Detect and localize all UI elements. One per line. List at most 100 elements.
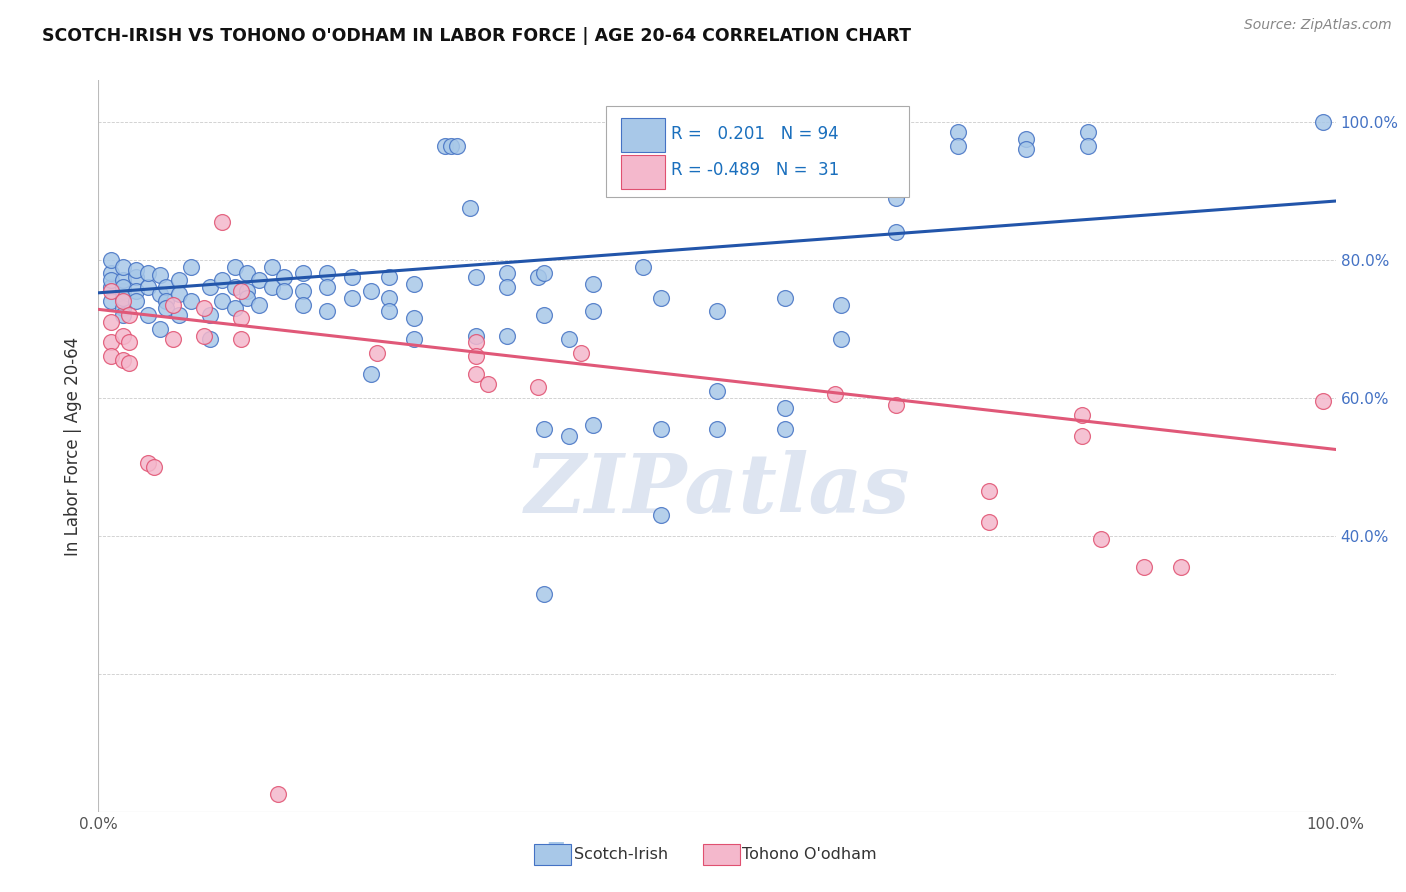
Point: [824, 387, 846, 401]
Point: [291, 284, 314, 298]
Point: [464, 367, 486, 381]
Text: Scotch-Irish: Scotch-Irish: [574, 847, 668, 862]
Point: [149, 268, 172, 282]
Point: [143, 459, 166, 474]
Point: [830, 332, 852, 346]
Text: ZIPatlas: ZIPatlas: [524, 450, 910, 530]
Point: [582, 277, 605, 291]
Point: [118, 308, 141, 322]
Point: [533, 422, 555, 436]
Point: [316, 267, 339, 281]
Point: [229, 332, 252, 346]
Point: [100, 267, 122, 281]
Point: [149, 287, 172, 301]
Point: [557, 428, 579, 442]
Point: [433, 138, 456, 153]
Point: [706, 422, 728, 436]
Point: [112, 291, 135, 305]
Point: [180, 294, 202, 309]
Point: [360, 284, 382, 298]
Point: [291, 297, 314, 311]
Point: [650, 508, 672, 522]
Point: [100, 280, 122, 294]
Point: [112, 308, 135, 322]
Point: [273, 269, 295, 284]
Point: [112, 294, 135, 309]
Point: [1133, 559, 1156, 574]
Point: [112, 284, 135, 298]
Point: [464, 349, 486, 363]
Point: [180, 260, 202, 274]
Point: [773, 401, 796, 415]
Point: [446, 138, 468, 153]
Point: [167, 287, 190, 301]
Point: [706, 304, 728, 318]
FancyBboxPatch shape: [620, 119, 665, 152]
Point: [211, 273, 233, 287]
Point: [706, 384, 728, 398]
Point: [402, 277, 425, 291]
Point: [495, 267, 517, 281]
Point: [557, 332, 579, 346]
Text: SCOTCH-IRISH VS TOHONO O'ODHAM IN LABOR FORCE | AGE 20-64 CORRELATION CHART: SCOTCH-IRISH VS TOHONO O'ODHAM IN LABOR …: [42, 27, 911, 45]
Point: [886, 225, 908, 239]
Point: [124, 294, 146, 309]
Point: [229, 311, 252, 326]
Point: [124, 284, 146, 298]
Point: [773, 422, 796, 436]
Point: [260, 260, 283, 274]
Point: [112, 352, 135, 367]
FancyBboxPatch shape: [606, 106, 908, 197]
Point: [1170, 559, 1192, 574]
Text: ▪: ▪: [546, 835, 565, 863]
Point: [340, 291, 363, 305]
Point: [167, 308, 190, 322]
Point: [236, 284, 259, 298]
Point: [378, 269, 401, 284]
Point: [162, 297, 184, 311]
Point: [378, 304, 401, 318]
Point: [1077, 125, 1099, 139]
Point: [224, 260, 246, 274]
Point: [1015, 132, 1038, 146]
Point: [582, 304, 605, 318]
Point: [236, 291, 259, 305]
Point: [273, 284, 295, 298]
Point: [100, 252, 122, 267]
Point: [464, 335, 486, 350]
Point: [378, 291, 401, 305]
Point: [948, 138, 970, 153]
Point: [569, 346, 592, 360]
Point: [1071, 428, 1094, 442]
Point: [464, 269, 486, 284]
Y-axis label: In Labor Force | Age 20-64: In Labor Force | Age 20-64: [65, 336, 83, 556]
Point: [198, 308, 221, 322]
Point: [112, 328, 135, 343]
Text: Source: ZipAtlas.com: Source: ZipAtlas.com: [1244, 18, 1392, 32]
Point: [112, 273, 135, 287]
Point: [1312, 114, 1334, 128]
Text: R = -0.489   N =  31: R = -0.489 N = 31: [671, 161, 839, 179]
Point: [155, 301, 177, 315]
Point: [458, 201, 481, 215]
Point: [247, 297, 270, 311]
Point: [533, 267, 555, 281]
Point: [100, 294, 122, 309]
Point: [948, 125, 970, 139]
Point: [198, 332, 221, 346]
Point: [495, 328, 517, 343]
Point: [526, 380, 548, 394]
Point: [100, 273, 122, 287]
Point: [533, 308, 555, 322]
Point: [260, 280, 283, 294]
Point: [650, 291, 672, 305]
Point: [495, 280, 517, 294]
Point: [340, 269, 363, 284]
Point: [193, 328, 215, 343]
Point: [650, 422, 672, 436]
Text: R =   0.201   N = 94: R = 0.201 N = 94: [671, 125, 839, 143]
Point: [100, 315, 122, 329]
Point: [112, 301, 135, 315]
Point: [886, 398, 908, 412]
Point: [136, 267, 159, 281]
